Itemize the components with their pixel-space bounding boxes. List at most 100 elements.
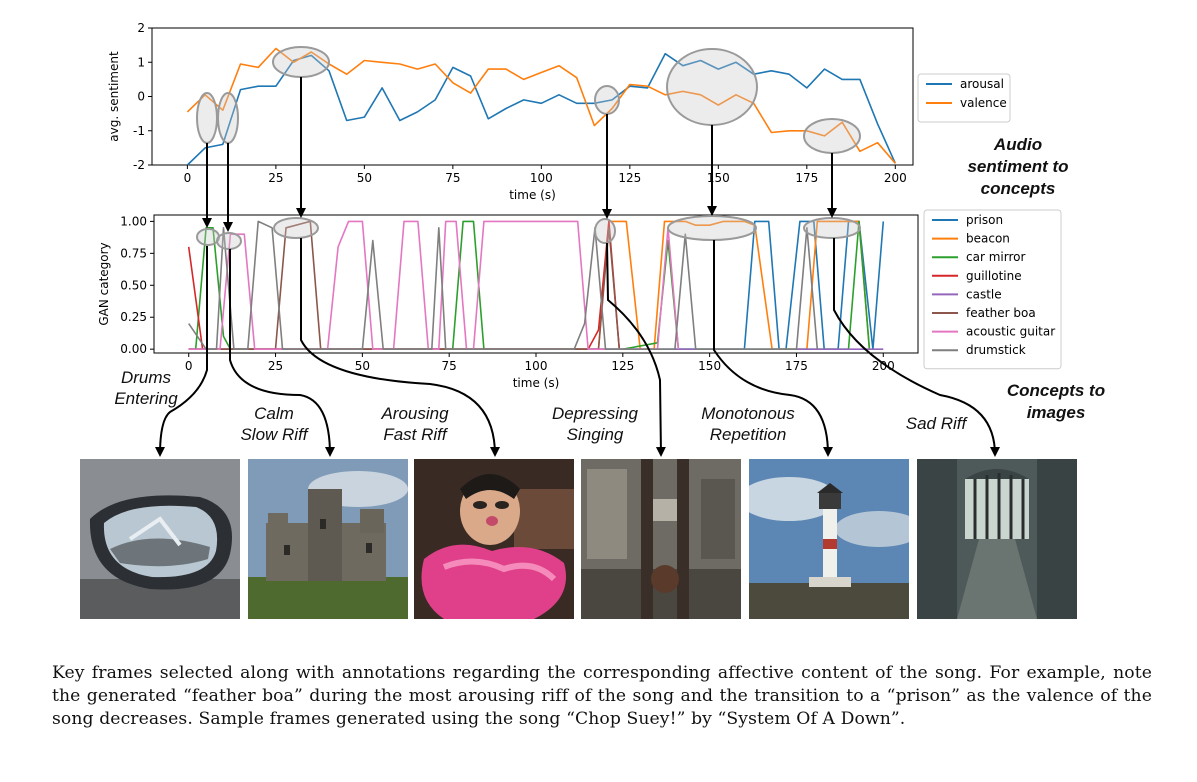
annotation-line: Repetition: [709, 425, 787, 444]
x-tick-label: 0: [184, 171, 192, 185]
legend-box: [917, 73, 1011, 123]
highlight-ellipse: [594, 218, 616, 244]
prison-image: [917, 459, 1077, 619]
header-line: sentiment to: [967, 157, 1069, 176]
header-concepts-to-images: Concepts to images: [992, 380, 1120, 424]
annotation-arousing-fast-riff: Arousing Fast Riff: [365, 403, 465, 445]
highlight-ellipse: [196, 228, 220, 246]
x-tick-label: 125: [611, 359, 634, 373]
y-tick-label: 2: [137, 21, 145, 35]
x-tick-label: 50: [355, 359, 370, 373]
series-line-beacon: [188, 220, 871, 351]
annotation-line: Monotonous: [701, 404, 795, 423]
guillotine-image: [581, 459, 741, 619]
header-audio-to-concepts: Audio sentiment to concepts: [958, 134, 1078, 200]
frame-car-mirror: [80, 459, 240, 619]
x-tick-label: 0: [185, 359, 193, 373]
x-tick-label: 150: [698, 359, 721, 373]
series-line-arousal: [186, 52, 897, 166]
annotation-depressing-singing: Depressing Singing: [536, 403, 654, 445]
y-tick-label: 0.50: [120, 278, 147, 292]
annotation-line: Drums: [120, 368, 172, 387]
connector-arrow: [300, 238, 500, 457]
frame-castle: [248, 459, 408, 619]
annotation-line: Slow Riff: [240, 425, 308, 444]
frame-feather-boa: [414, 459, 574, 619]
annotation-line: Depressing: [552, 404, 638, 423]
legend-box: [923, 209, 1062, 370]
connector-arrow: [713, 240, 833, 457]
beacon-image: [749, 459, 909, 619]
x-tick-label: 200: [884, 171, 907, 185]
figure-caption: Key frames selected along with annotatio…: [52, 663, 1152, 729]
y-tick-label: 1.00: [120, 214, 147, 228]
x-tick-label: 75: [445, 171, 460, 185]
annotation-line: Singing: [566, 425, 624, 444]
series-line-drumstick: [188, 220, 819, 351]
gan-category-plot: 0 25 50 75 100 125 150 175 200 0.00 0.25 0.50 0.75 1.…: [97, 209, 1062, 390]
series-line-valence: [186, 47, 896, 164]
highlight-ellipse: [667, 215, 757, 241]
series-line-prison: [188, 220, 885, 351]
annotation-line: Calm: [254, 404, 294, 423]
annotation-drums-entering: Drums Entering: [96, 367, 196, 409]
highlight-ellipse: [272, 46, 330, 78]
y-tick-label: -1: [133, 124, 145, 138]
connector-arrow: [606, 242, 666, 457]
plot-frame: [153, 214, 919, 354]
annotation-line: Arousing: [381, 404, 449, 423]
y-tick-label: 1: [137, 55, 145, 69]
x-tick-label: 100: [530, 171, 553, 185]
x-tick-label: 100: [525, 359, 548, 373]
y-tick-label: 0.00: [120, 342, 147, 356]
frame-beacon: [749, 459, 909, 619]
highlight-ellipse: [217, 92, 239, 144]
x-tick-label: 75: [442, 359, 457, 373]
legend-label: castle: [966, 287, 1002, 301]
legend-label: beacon: [966, 232, 1010, 246]
y-tick-label: 0: [137, 90, 145, 104]
x-tick-label: 25: [268, 359, 283, 373]
x-tick-label: 125: [618, 171, 641, 185]
connector-arrow: [229, 249, 335, 457]
header-line: Concepts to: [1006, 381, 1106, 400]
legend-label: car mirror: [966, 250, 1025, 264]
annotation-sad-riff: Sad Riff: [888, 413, 984, 434]
y-tick-label: 0.75: [120, 246, 147, 260]
highlight-ellipse: [666, 48, 758, 126]
x-tick-label: 200: [872, 359, 895, 373]
frame-prison: [917, 459, 1077, 619]
x-axis-label: time (s): [513, 376, 560, 390]
annotation-line: Fast Riff: [383, 425, 447, 444]
x-tick-label: 175: [795, 171, 818, 185]
frame-guillotine: [581, 459, 741, 619]
y-axis-label: avg. sentiment: [107, 51, 121, 142]
x-tick-label: 175: [785, 359, 808, 373]
legend-label: feather boa: [966, 306, 1036, 320]
y-tick-label: -2: [133, 158, 145, 172]
annotation-line: Entering: [114, 389, 178, 408]
header-line: images: [1026, 403, 1086, 422]
x-tick-label: 150: [707, 171, 730, 185]
legend-label: valence: [960, 96, 1007, 110]
sentiment-plot: 0 25 50 75 100 125 150 175 200 -2 -1 0 1 2 time (s) avg…: [107, 21, 1011, 202]
x-tick-label: 25: [268, 171, 283, 185]
highlight-ellipse: [196, 92, 218, 144]
x-axis-label: time (s): [509, 188, 556, 202]
highlight-ellipse: [594, 85, 620, 115]
plot-frame: [151, 27, 914, 166]
header-line: Audio: [993, 135, 1043, 154]
y-axis-label: GAN category: [97, 242, 111, 325]
car-mirror-image: [80, 459, 240, 619]
connector-arrow: [833, 238, 1000, 457]
legend-label: arousal: [960, 77, 1004, 91]
annotation-monotonous-repetition: Monotonous Repetition: [686, 403, 810, 445]
legend-label: acoustic guitar: [966, 325, 1055, 339]
highlight-ellipse: [273, 217, 319, 239]
highlight-ellipse: [803, 217, 861, 239]
legend-label: prison: [966, 213, 1003, 227]
connector-arrows: [155, 77, 1000, 457]
feather-boa-image: [414, 459, 574, 619]
x-tick-label: 50: [357, 171, 372, 185]
